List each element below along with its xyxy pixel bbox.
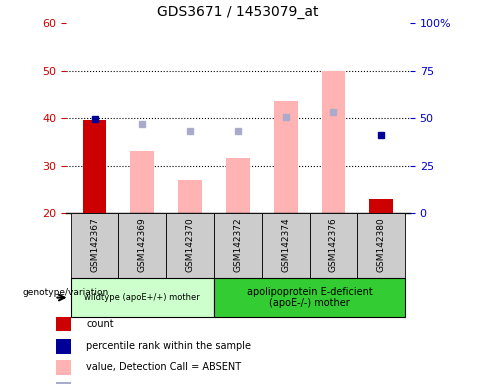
Bar bbox=[56, 382, 71, 384]
Text: GSM142367: GSM142367 bbox=[90, 218, 99, 272]
Text: GSM142374: GSM142374 bbox=[281, 218, 290, 272]
Bar bbox=[178, 180, 202, 213]
Bar bbox=[214, 213, 262, 278]
Bar bbox=[130, 151, 154, 213]
Bar bbox=[56, 339, 71, 354]
Bar bbox=[274, 101, 298, 213]
Bar bbox=[82, 121, 106, 213]
Bar bbox=[262, 213, 309, 278]
Text: GSM142376: GSM142376 bbox=[329, 218, 338, 272]
Text: wildtype (apoE+/+) mother: wildtype (apoE+/+) mother bbox=[84, 293, 200, 302]
Text: value, Detection Call = ABSENT: value, Detection Call = ABSENT bbox=[86, 362, 242, 372]
Text: GSM142380: GSM142380 bbox=[377, 218, 386, 272]
Bar bbox=[119, 213, 166, 278]
Bar bbox=[357, 213, 405, 278]
Text: GSM142370: GSM142370 bbox=[185, 218, 195, 272]
Bar bbox=[309, 213, 357, 278]
Text: GSM142372: GSM142372 bbox=[233, 218, 243, 272]
Bar bbox=[71, 278, 214, 317]
Text: genotype/variation: genotype/variation bbox=[22, 288, 109, 298]
Text: count: count bbox=[86, 319, 114, 329]
Text: apolipoprotein E-deficient
(apoE-/-) mother: apolipoprotein E-deficient (apoE-/-) mot… bbox=[247, 287, 372, 308]
Bar bbox=[369, 199, 393, 213]
Bar bbox=[322, 71, 346, 213]
Bar bbox=[166, 213, 214, 278]
Bar bbox=[71, 213, 119, 278]
Bar bbox=[56, 316, 71, 331]
Bar bbox=[226, 159, 250, 213]
Text: GSM142369: GSM142369 bbox=[138, 218, 147, 272]
Bar bbox=[56, 360, 71, 375]
Bar bbox=[214, 278, 405, 317]
Text: percentile rank within the sample: percentile rank within the sample bbox=[86, 341, 251, 351]
Title: GDS3671 / 1453079_at: GDS3671 / 1453079_at bbox=[157, 5, 319, 19]
